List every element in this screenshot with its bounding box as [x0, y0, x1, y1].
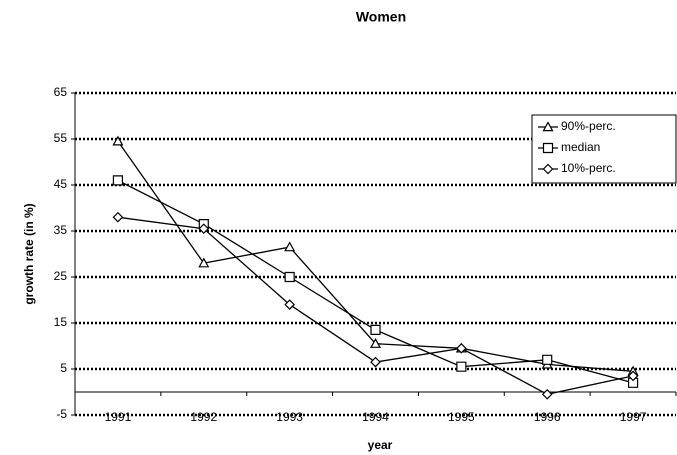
x-tick-label: 1992	[190, 410, 217, 424]
chart-title: Women	[356, 9, 406, 25]
marker	[627, 370, 639, 382]
marker	[198, 223, 210, 235]
marker	[456, 361, 467, 372]
x-tick-label: 1993	[276, 410, 303, 424]
y-tick-label: 25	[54, 269, 68, 283]
marker	[112, 211, 124, 223]
x-tick-label: 1996	[534, 410, 561, 424]
marker	[198, 257, 210, 268]
y-axis-label: growth rate (in %)	[22, 203, 36, 304]
y-tick-label: 15	[54, 315, 68, 329]
legend-label: median	[561, 140, 600, 154]
legend-box	[531, 114, 677, 184]
x-tick-label: 1991	[105, 410, 132, 424]
marker	[284, 271, 295, 283]
legend-label: 90%-perc.	[561, 119, 616, 133]
y-tick-label: 55	[54, 131, 68, 145]
y-tick-label: 5	[60, 361, 67, 375]
x-tick-label: 1994	[362, 410, 389, 424]
y-tick-label: 35	[54, 223, 68, 237]
x-axis-label: year	[368, 438, 393, 452]
y-tick-label: -5	[56, 407, 67, 421]
marker	[112, 175, 124, 186]
marker	[541, 388, 553, 400]
marker	[542, 121, 554, 132]
y-tick-label: 45	[54, 177, 68, 191]
marker	[456, 342, 467, 354]
marker	[370, 324, 381, 335]
legend-label: 10%-perc.	[561, 161, 616, 175]
y-tick-label: 65	[54, 85, 68, 99]
marker	[370, 356, 381, 368]
marker	[542, 354, 553, 365]
legend: 90%-perc. median 10%-perc.	[531, 114, 677, 184]
x-tick-label: 1997	[620, 410, 647, 424]
marker	[542, 163, 554, 175]
x-tick-label: 1995	[448, 410, 475, 424]
marker	[284, 299, 295, 310]
marker	[542, 142, 554, 154]
marker	[112, 135, 124, 146]
marker	[369, 337, 382, 348]
marker	[284, 241, 296, 252]
